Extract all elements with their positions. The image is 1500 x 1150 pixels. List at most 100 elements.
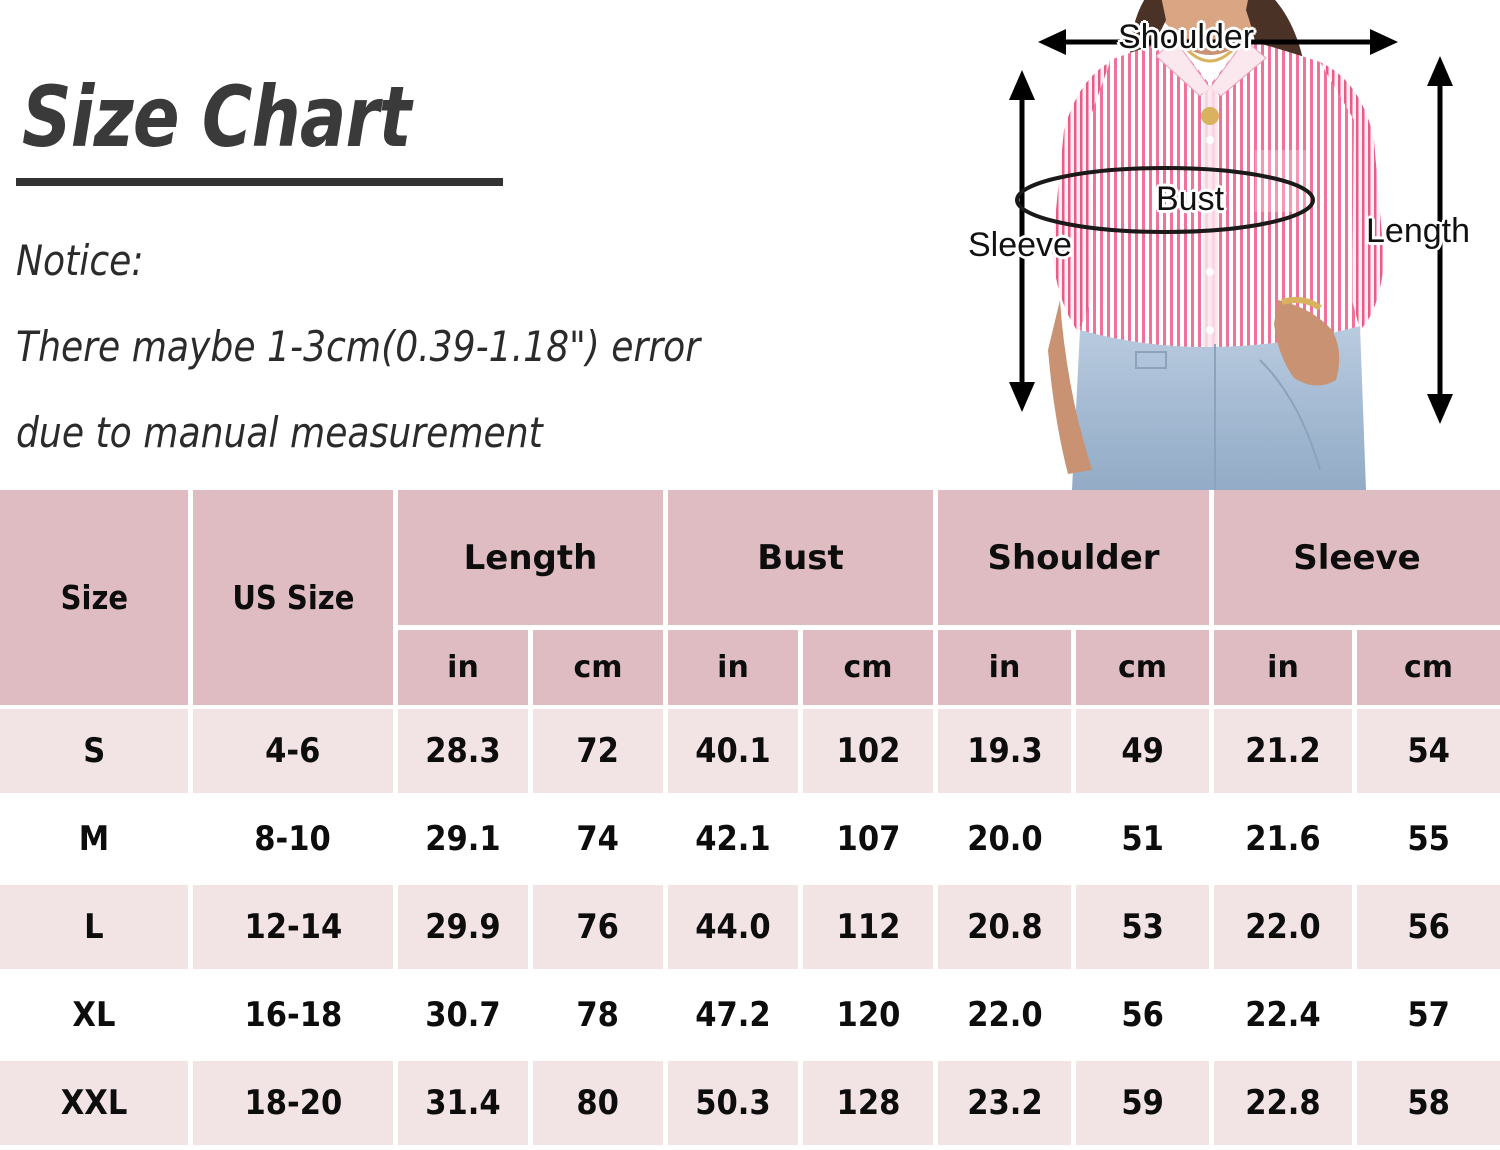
- header-sleeve-in: in: [1214, 630, 1357, 709]
- notice-label: Notice:: [16, 236, 144, 285]
- cell-text: L: [84, 907, 104, 947]
- title-underline: [16, 178, 503, 186]
- cell-bust-cm: 120: [803, 973, 938, 1061]
- bust-ellipse-icon: [1015, 166, 1315, 234]
- cell-text: 29.9: [425, 907, 501, 947]
- cell-bust-in: 44.0: [668, 885, 803, 973]
- cell-text: 57: [1407, 995, 1450, 1035]
- cell-text: XL: [72, 995, 116, 1035]
- cell-text: 128: [836, 1083, 900, 1123]
- cell-text: 47.2: [695, 995, 771, 1035]
- table-row: S 4-6 28.3 72 40.1 102 19.3 49 21.2 54: [0, 709, 1500, 797]
- cell-text: M: [78, 819, 110, 859]
- cell-bust-in: 40.1: [668, 709, 803, 797]
- cell-shoulder-in: 20.0: [938, 797, 1076, 885]
- cell-text: 54: [1407, 731, 1450, 771]
- header-size: Size: [0, 490, 193, 709]
- cell-length-cm: 74: [533, 797, 668, 885]
- cell-text: 78: [576, 995, 620, 1035]
- header-shoulder: Shoulder: [938, 490, 1214, 630]
- cell-bust-cm: 128: [803, 1061, 938, 1149]
- cell-text: 16-18: [244, 995, 342, 1035]
- cell-text: 21.2: [1245, 731, 1321, 771]
- cell-text: S: [82, 731, 106, 771]
- cell-shoulder-in: 22.0: [938, 973, 1076, 1061]
- cell-us-size: 18-20: [193, 1061, 398, 1149]
- header-group-shoulder: Shoulder in cm: [938, 490, 1214, 709]
- cell-text: 8-10: [254, 819, 332, 859]
- header-length: Length: [398, 490, 668, 630]
- cell-length-in: 30.7: [398, 973, 533, 1061]
- cell-text: 28.3: [425, 731, 501, 771]
- cell-sleeve-cm: 54: [1357, 709, 1500, 797]
- cell-text: 55: [1407, 819, 1450, 859]
- header-bust: Bust: [668, 490, 938, 630]
- notice-line-1: There maybe 1-3cm(0.39-1.18") error: [16, 322, 701, 371]
- header-shoulder-in: in: [938, 630, 1076, 709]
- cell-sleeve-in: 21.2: [1214, 709, 1357, 797]
- cell-length-cm: 76: [533, 885, 668, 973]
- cell-us-size: 4-6: [193, 709, 398, 797]
- cell-bust-cm: 102: [803, 709, 938, 797]
- cell-size: M: [0, 797, 193, 885]
- annotation-shoulder: Shoulder: [1118, 18, 1255, 56]
- cell-shoulder-in: 20.8: [938, 885, 1076, 973]
- annotation-length: Length: [1366, 212, 1470, 250]
- cell-bust-in: 42.1: [668, 797, 803, 885]
- cell-text: 22.0: [966, 995, 1043, 1035]
- cell-sleeve-cm: 57: [1357, 973, 1500, 1061]
- cell-text: 76: [576, 907, 620, 947]
- table-body: S 4-6 28.3 72 40.1 102 19.3 49 21.2 54 M 8-10 29.1 74…: [0, 709, 1500, 1149]
- cell-text: 20.0: [966, 819, 1043, 859]
- annotation-sleeve: Sleeve: [968, 226, 1072, 264]
- table-row: XXL 18-20 31.4 80 50.3 128 23.2 59 22.8 58: [0, 1061, 1500, 1149]
- cell-us-size: 16-18: [193, 973, 398, 1061]
- cell-us-size: 12-14: [193, 885, 398, 973]
- cell-text: 56: [1121, 995, 1164, 1035]
- cell-length-in: 29.9: [398, 885, 533, 973]
- cell-text: 30.7: [425, 995, 501, 1035]
- cell-length-cm: 78: [533, 973, 668, 1061]
- annotation-bust: Bust: [1156, 180, 1225, 218]
- cell-shoulder-cm: 53: [1076, 885, 1214, 973]
- header-sleeve-cm: cm: [1357, 630, 1500, 709]
- cell-text: 102: [836, 731, 900, 771]
- cell-text: 51: [1121, 819, 1164, 859]
- cell-text: 58: [1407, 1083, 1450, 1123]
- cell-text: 31.4: [425, 1083, 501, 1123]
- cell-sleeve-cm: 56: [1357, 885, 1500, 973]
- cell-text: 59: [1121, 1083, 1164, 1123]
- shoulder-arrow-icon: [1038, 29, 1398, 55]
- cell-text: 72: [576, 731, 620, 771]
- cell-text: 80: [576, 1083, 620, 1123]
- cell-us-size: 8-10: [193, 797, 398, 885]
- sleeve-arrow-icon: [1009, 70, 1035, 412]
- cell-text: 29.1: [425, 819, 501, 859]
- cell-sleeve-cm: 55: [1357, 797, 1500, 885]
- cell-shoulder-cm: 51: [1076, 797, 1214, 885]
- header-bust-cm: cm: [803, 630, 938, 709]
- cell-shoulder-cm: 56: [1076, 973, 1214, 1061]
- header-sleeve: Sleeve: [1214, 490, 1500, 630]
- header-us-size: US Size: [193, 490, 398, 709]
- cell-text: 23.2: [966, 1083, 1043, 1123]
- cell-text: 74: [576, 819, 620, 859]
- cell-size: L: [0, 885, 193, 973]
- cell-sleeve-in: 22.4: [1214, 973, 1357, 1061]
- notice-line-2: due to manual measurement: [16, 408, 543, 457]
- header-group-bust: Bust in cm: [668, 490, 938, 709]
- header-group-sleeve: Sleeve in cm: [1214, 490, 1500, 709]
- cell-text: 40.1: [695, 731, 771, 771]
- cell-text: 49: [1121, 731, 1164, 771]
- cell-length-in: 29.1: [398, 797, 533, 885]
- cell-text: 12-14: [244, 907, 342, 947]
- page-title: Size Chart: [22, 68, 412, 166]
- cell-text: 4-6: [265, 731, 321, 771]
- cell-shoulder-in: 23.2: [938, 1061, 1076, 1149]
- cell-sleeve-in: 21.6: [1214, 797, 1357, 885]
- cell-text: 120: [836, 995, 900, 1035]
- header-group-length: Length in cm: [398, 490, 668, 709]
- model-photo-panel: Shoulder Bust Sleeve Length: [960, 0, 1500, 490]
- cell-text: 21.6: [1245, 819, 1321, 859]
- cell-text: 44.0: [695, 907, 771, 947]
